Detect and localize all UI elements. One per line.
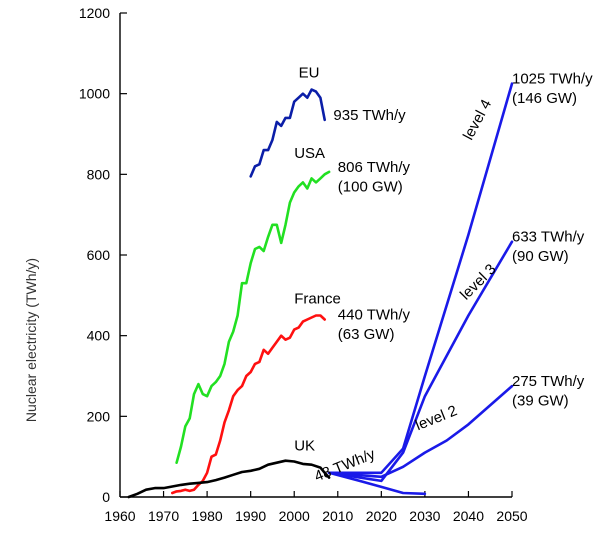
annotation-usa-gw: (100 GW) [338,179,403,196]
y-tick-label: 200 [87,408,111,424]
y-tick-label: 400 [87,328,111,344]
y-tick-label: 800 [87,166,111,182]
annotation-uk: UK [294,438,315,455]
y-tick-label: 1000 [79,86,110,102]
series-line-level-3 [327,240,514,483]
annotation-level4-label: level 4 [460,97,495,143]
annotation-usa-value: 806 TWh/y [338,159,411,176]
y-tick-label: 1200 [79,5,110,21]
series-group [127,82,514,499]
x-tick-label: 2050 [496,508,527,524]
x-tick-label: 2020 [366,508,397,524]
annotation-level2-gw: (39 GW) [512,392,569,409]
annotations-group: EU 935 TWh/y USA 806 TWh/y (100 GW) France440… [294,65,593,486]
annotation-france-value: 440 TWh/y [338,307,411,324]
x-tick-label: 2040 [453,508,484,524]
series-line-usa [175,170,331,465]
annotation-eu: EU [299,65,320,82]
series-line-level-2 [327,384,514,479]
annotation-france-gw: (63 GW) [338,326,395,343]
x-tick-label: 1990 [235,508,266,524]
annotation-usa: USA [294,145,325,162]
annotation-level2-value: 275 TWh/y [512,373,585,390]
y-tick-label: 0 [102,489,110,505]
annotation-level4-value: 1025 TWh/y [512,71,593,88]
y-axis-label: Nuclear electricity (TWh/y) [23,258,39,422]
annotation-eu-value: 935 TWh/y [333,107,406,124]
annotation-level4-gw: (146 GW) [512,90,577,107]
series-line-level-4 [327,82,514,475]
series-line-uk [127,459,331,499]
y-tick-label: 600 [87,247,111,263]
x-tick-label: 2030 [409,508,440,524]
series-line-eu [249,88,327,178]
x-tick-label: 1960 [104,508,135,524]
annotation-level3-gw: (90 GW) [512,248,569,265]
x-tick-label: 1970 [148,508,179,524]
annotation-france: France [294,290,341,307]
series-line-projection-decline [327,471,427,496]
series-line-france [171,314,327,495]
x-tick-label: 1980 [192,508,223,524]
annotation-level3-value: 633 TWh/y [512,229,585,246]
x-tick-label: 2010 [322,508,353,524]
x-tick-label: 2000 [279,508,310,524]
axes: 0 200 400 600 800 1000 1200 1960 1970 1980 1990 200… [79,5,528,524]
